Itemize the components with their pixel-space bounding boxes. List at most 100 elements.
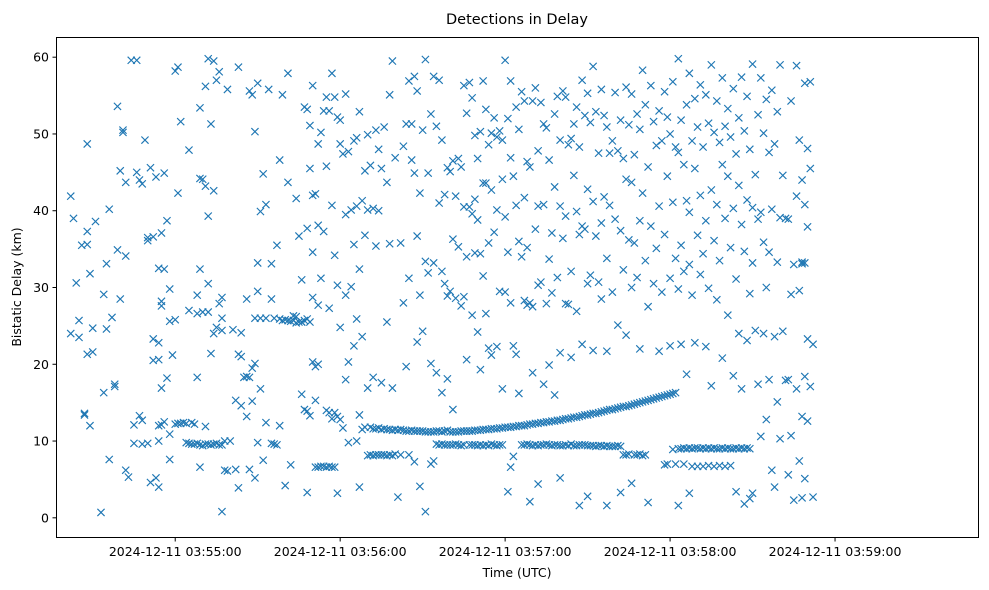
data-point (726, 243, 735, 252)
data-point (83, 227, 92, 236)
data-point (248, 397, 257, 406)
data-point (589, 62, 598, 71)
data-point (800, 258, 809, 267)
data-point (666, 390, 675, 399)
data-point (91, 217, 100, 226)
data-point (602, 347, 611, 356)
data-point (572, 103, 581, 112)
data-point (699, 143, 708, 152)
data-point (583, 89, 592, 98)
data-point (319, 227, 328, 236)
data-point (638, 66, 647, 75)
data-point (583, 492, 592, 501)
data-point (798, 412, 807, 421)
data-point (580, 111, 589, 120)
data-point (754, 380, 763, 389)
data-point (740, 126, 749, 135)
data-point (547, 288, 556, 297)
data-point (608, 288, 617, 297)
data-point (294, 318, 303, 327)
data-point (426, 109, 435, 119)
data-point (245, 465, 254, 474)
data-point (253, 79, 262, 88)
data-point (462, 252, 471, 261)
data-point (569, 119, 578, 128)
data-point (613, 404, 622, 413)
data-point (336, 415, 345, 424)
data-point (369, 204, 378, 213)
data-point (99, 290, 108, 299)
data-point (523, 157, 532, 166)
data-point (113, 245, 122, 254)
data-point (704, 119, 713, 128)
data-point (457, 441, 466, 450)
data-point (800, 474, 809, 483)
data-point (66, 192, 75, 201)
data-point (267, 259, 276, 268)
data-point (385, 90, 394, 99)
data-point (550, 109, 559, 119)
data-point (743, 92, 752, 101)
data-point (745, 494, 754, 503)
data-point (803, 144, 812, 153)
data-point (448, 235, 457, 244)
data-point (798, 493, 807, 502)
data-point (501, 212, 510, 221)
data-point (787, 431, 796, 440)
data-point (470, 195, 479, 204)
data-point (666, 341, 675, 350)
data-point (374, 145, 383, 154)
data-point (622, 331, 631, 340)
data-point (693, 231, 702, 240)
data-point (523, 440, 532, 449)
data-point (380, 123, 389, 132)
data-point (514, 237, 523, 246)
data-point (690, 94, 699, 103)
data-point (685, 489, 694, 498)
data-point (160, 265, 169, 274)
data-point (663, 172, 672, 181)
data-point (105, 205, 114, 214)
data-point (696, 191, 705, 200)
data-point (264, 85, 273, 94)
data-point (415, 189, 424, 198)
data-point (759, 329, 768, 338)
data-point (352, 437, 361, 446)
data-point (649, 279, 658, 288)
data-point (726, 133, 735, 142)
data-point (784, 375, 793, 384)
data-point (608, 405, 617, 414)
data-point (448, 156, 457, 165)
data-point (327, 201, 336, 210)
data-point (487, 440, 496, 449)
data-point (415, 482, 424, 491)
data-point (440, 279, 449, 288)
data-point (748, 258, 757, 267)
data-point (575, 412, 584, 421)
data-point (517, 252, 526, 261)
data-point (476, 365, 485, 374)
data-point (275, 421, 284, 430)
data-point (644, 162, 653, 171)
data-point (668, 77, 677, 86)
data-point (195, 265, 204, 274)
data-point (217, 326, 226, 335)
data-point (635, 125, 644, 134)
data-point (723, 172, 732, 181)
data-point (635, 216, 644, 225)
y-tick-label: 0 (41, 510, 49, 525)
data-point (707, 381, 716, 390)
data-point (165, 285, 174, 294)
data-point (355, 265, 364, 274)
data-point (572, 307, 581, 316)
data-point (402, 362, 411, 371)
data-point (732, 149, 741, 158)
data-point (575, 143, 584, 152)
data-point (748, 203, 757, 212)
data-point (734, 113, 743, 122)
data-point (594, 408, 603, 417)
data-point (325, 106, 334, 115)
data-point (701, 216, 710, 225)
data-point (253, 438, 262, 447)
data-point (154, 483, 163, 492)
